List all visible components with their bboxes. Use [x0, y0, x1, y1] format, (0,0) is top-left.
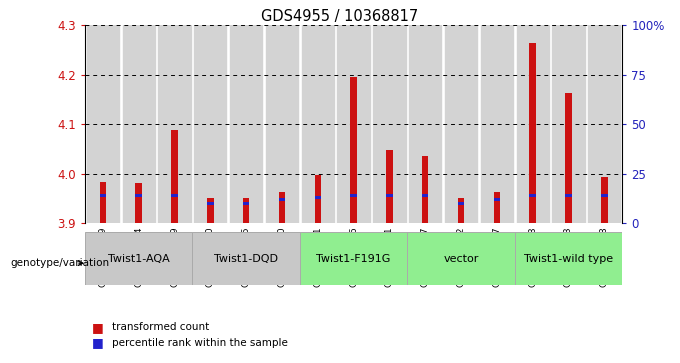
Bar: [100, 182, 106, 223]
Text: Twist1-AQA: Twist1-AQA: [108, 254, 169, 264]
Bar: [85, 232, 192, 285]
Text: vector: vector: [443, 254, 479, 264]
Bar: [552, 25, 585, 223]
Bar: [386, 150, 392, 223]
Bar: [601, 177, 607, 223]
Text: genotype/variation: genotype/variation: [10, 258, 109, 268]
Text: ■: ■: [92, 321, 103, 334]
Text: Twist1-wild type: Twist1-wild type: [524, 254, 613, 264]
Bar: [315, 196, 321, 199]
Text: Twist1-F191G: Twist1-F191G: [316, 254, 391, 264]
Bar: [337, 25, 370, 223]
Bar: [279, 192, 285, 223]
Bar: [266, 25, 298, 223]
Bar: [158, 25, 190, 223]
Bar: [530, 194, 536, 197]
Bar: [407, 232, 515, 285]
Bar: [135, 194, 142, 197]
Bar: [230, 25, 262, 223]
Bar: [207, 202, 214, 205]
Bar: [243, 202, 250, 205]
Bar: [373, 25, 405, 223]
Bar: [458, 202, 464, 205]
Bar: [171, 194, 177, 197]
Text: percentile rank within the sample: percentile rank within the sample: [112, 338, 288, 348]
Bar: [122, 25, 155, 223]
Bar: [315, 175, 321, 223]
Bar: [279, 198, 285, 201]
Bar: [302, 25, 334, 223]
Bar: [135, 183, 142, 223]
Bar: [422, 194, 428, 197]
Bar: [588, 25, 620, 223]
Text: transformed count: transformed count: [112, 322, 209, 333]
Bar: [601, 194, 607, 197]
Bar: [517, 25, 549, 223]
Bar: [530, 43, 536, 223]
Bar: [194, 25, 226, 223]
Bar: [300, 232, 407, 285]
Bar: [350, 77, 357, 223]
Bar: [171, 130, 177, 223]
Bar: [350, 194, 357, 197]
Text: Twist1-DQD: Twist1-DQD: [214, 254, 278, 264]
Bar: [565, 93, 572, 223]
Bar: [243, 197, 250, 223]
Bar: [100, 194, 106, 197]
Bar: [422, 156, 428, 223]
Bar: [386, 194, 392, 197]
Bar: [458, 197, 464, 223]
Bar: [87, 25, 119, 223]
Bar: [565, 194, 572, 197]
Bar: [515, 232, 622, 285]
Bar: [192, 232, 300, 285]
Text: ■: ■: [92, 337, 103, 350]
Bar: [481, 25, 513, 223]
Bar: [494, 192, 500, 223]
Bar: [409, 25, 441, 223]
Text: GDS4955 / 10368817: GDS4955 / 10368817: [261, 9, 419, 24]
Bar: [494, 198, 500, 201]
Bar: [445, 25, 477, 223]
Bar: [207, 197, 214, 223]
